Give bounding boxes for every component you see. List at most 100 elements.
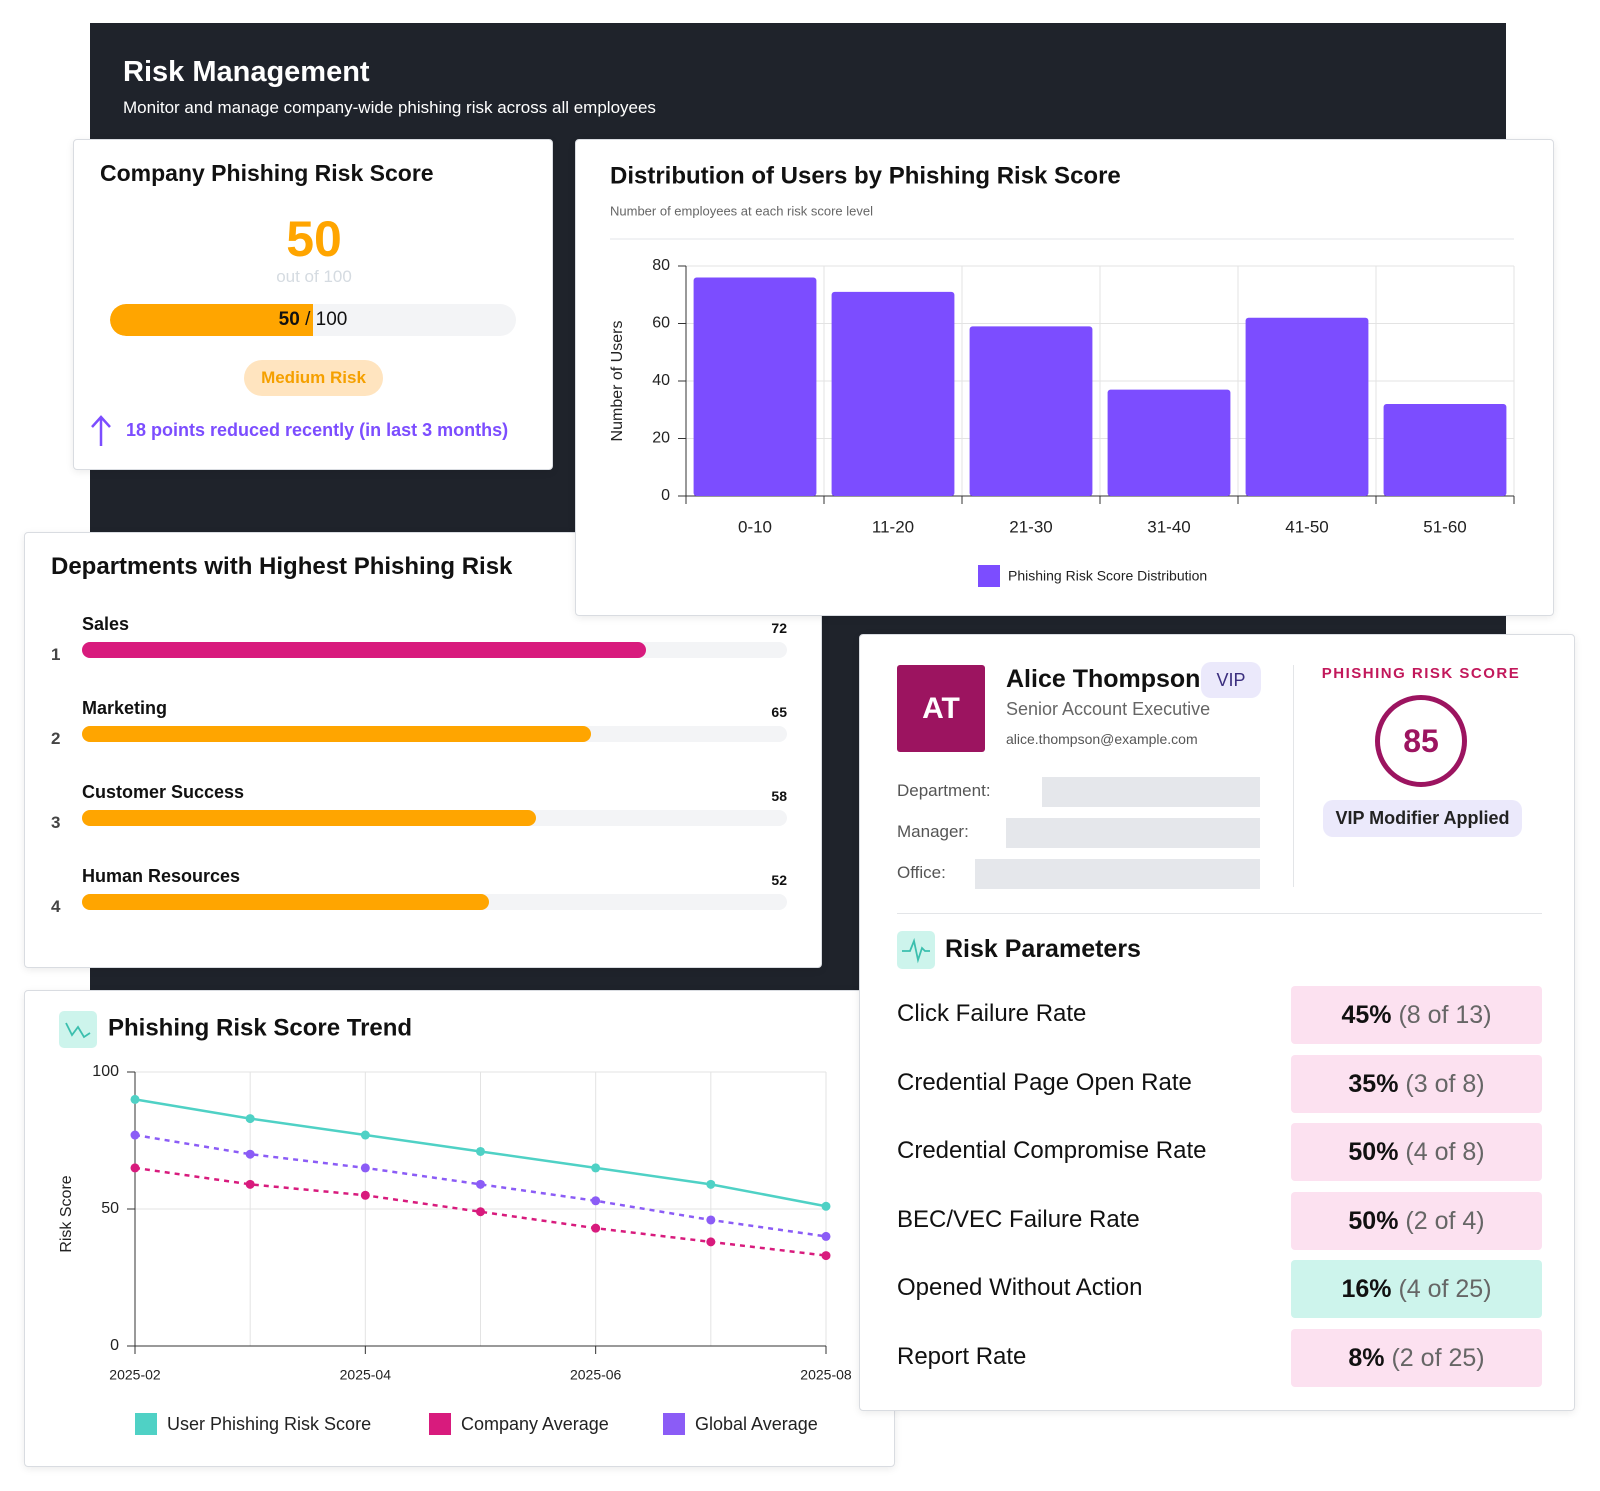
series-point bbox=[245, 1149, 255, 1159]
field-placeholder bbox=[975, 859, 1260, 889]
dept-bar bbox=[82, 894, 490, 910]
bar bbox=[693, 277, 817, 496]
dept-value: 72 bbox=[771, 620, 787, 636]
param-detail: (2 of 25) bbox=[1391, 1343, 1485, 1372]
avatar: AT bbox=[897, 665, 985, 752]
field-placeholder bbox=[1006, 818, 1260, 848]
param-name: Opened Without Action bbox=[897, 1274, 1143, 1301]
x-tick-label: 2025-06 bbox=[570, 1367, 622, 1383]
params-title: Risk Parameters bbox=[945, 935, 1141, 963]
dept-rank: 3 bbox=[51, 813, 61, 832]
legend-label: Company Average bbox=[461, 1414, 609, 1434]
page-subtitle: Monitor and manage company-wide phishing… bbox=[123, 98, 656, 117]
y-tick-label: 20 bbox=[652, 430, 670, 447]
departments-card: Departments with Highest Phishing Risk 1… bbox=[24, 532, 822, 968]
series-point bbox=[130, 1163, 140, 1173]
dept-track bbox=[82, 726, 787, 742]
y-tick-label: 50 bbox=[101, 1200, 119, 1217]
card-title: Company Phishing Risk Score bbox=[100, 160, 434, 186]
series-point bbox=[706, 1237, 716, 1247]
trend-card: Phishing Risk Score Trend Risk Score 0 50 10… bbox=[24, 990, 895, 1467]
dept-value: 58 bbox=[771, 788, 787, 804]
param-name: BEC/VEC Failure Rate bbox=[897, 1205, 1140, 1233]
distribution-chart: Distribution of Users by Phishing Risk S… bbox=[609, 162, 1515, 587]
bar bbox=[1245, 317, 1369, 496]
dept-track bbox=[82, 894, 787, 910]
param-box: 8% (2 of 25) bbox=[1291, 1328, 1542, 1387]
param-name: Click Failure Rate bbox=[897, 1000, 1087, 1027]
series-point bbox=[245, 1114, 255, 1124]
dept-bar bbox=[82, 726, 592, 742]
param-detail: (3 of 8) bbox=[1405, 1069, 1485, 1098]
param-box: 50% (4 of 8) bbox=[1291, 1123, 1542, 1181]
trend-icon-line bbox=[65, 1022, 91, 1039]
y-axis-label: Number of Users bbox=[609, 321, 626, 442]
param-name: Credential Page Open Rate bbox=[897, 1068, 1192, 1096]
dept-value: 52 bbox=[771, 872, 787, 888]
series-point bbox=[706, 1179, 716, 1189]
vip-badge: VIP bbox=[1201, 662, 1261, 698]
field-label: Department: bbox=[897, 781, 991, 800]
legend-swatch bbox=[663, 1413, 685, 1435]
y-tick-label: 100 bbox=[92, 1063, 119, 1080]
chart-title: Phishing Risk Score Trend bbox=[108, 1014, 412, 1041]
dept-name: Human Resources bbox=[82, 866, 241, 886]
param-rate: 50% bbox=[1348, 1138, 1399, 1166]
score-bar-value: 50 bbox=[278, 309, 300, 330]
x-tick-label: 31-40 bbox=[1147, 517, 1190, 536]
dept-name: Customer Success bbox=[82, 782, 245, 802]
dept-name: Marketing bbox=[82, 698, 168, 718]
field-label: Office: bbox=[897, 863, 946, 882]
field-placeholder bbox=[1042, 777, 1260, 807]
trend-icon bbox=[59, 1011, 97, 1048]
score-card: Company Phishing Risk Score 50 out of 10… bbox=[73, 139, 553, 470]
x-tick-label: 41-50 bbox=[1285, 517, 1328, 536]
trend-note: 18 points reduced recently (in last 3 mo… bbox=[126, 420, 509, 440]
trend-arrow bbox=[91, 415, 111, 446]
y-axis-label: Risk Score bbox=[58, 1175, 75, 1252]
series-point bbox=[360, 1130, 370, 1140]
legend-swatch bbox=[978, 565, 1000, 587]
param-rate: 45% bbox=[1341, 1001, 1392, 1029]
param-detail: (4 of 25) bbox=[1398, 1275, 1492, 1303]
email: alice.thompson@example.com bbox=[1006, 731, 1198, 747]
dept-rank: 2 bbox=[51, 729, 61, 748]
series-point bbox=[245, 1179, 255, 1189]
score-bar-label: 50 / 100 bbox=[110, 304, 516, 336]
series-point bbox=[130, 1094, 140, 1104]
series-point bbox=[476, 1207, 485, 1217]
params-icon bbox=[897, 931, 935, 969]
series-point bbox=[130, 1130, 140, 1140]
bar bbox=[831, 291, 955, 496]
chart-subtitle: Number of employees at each risk score l… bbox=[610, 203, 873, 218]
x-tick-label: 0-10 bbox=[738, 517, 772, 536]
param-rate: 35% bbox=[1348, 1069, 1399, 1098]
page-title: Risk Management bbox=[123, 56, 370, 88]
dept-track bbox=[82, 642, 787, 658]
vip-modifier: VIP Modifier Applied bbox=[1323, 800, 1522, 837]
score-bar-separator: / bbox=[305, 309, 311, 330]
bar bbox=[1107, 389, 1231, 496]
distribution-card: Distribution of Users by Phishing Risk S… bbox=[575, 139, 1554, 616]
y-tick-label: 80 bbox=[652, 257, 670, 274]
y-tick-label: 0 bbox=[110, 1337, 119, 1354]
user-name: Alice Thompson bbox=[1006, 665, 1201, 693]
legend-swatch bbox=[429, 1413, 451, 1435]
dept-track bbox=[82, 810, 787, 826]
score-label: PHISHING RISK SCORE bbox=[1321, 665, 1521, 682]
series-point bbox=[821, 1231, 831, 1241]
y-tick-label: 60 bbox=[652, 315, 670, 332]
score-out-of: out of 100 bbox=[276, 267, 352, 286]
param-detail: (4 of 8) bbox=[1405, 1138, 1485, 1166]
job-title: Senior Account Executive bbox=[1006, 699, 1211, 719]
series-point bbox=[591, 1163, 601, 1173]
legend-label: User Phishing Risk Score bbox=[167, 1414, 371, 1434]
series-point bbox=[591, 1196, 601, 1206]
series-point bbox=[591, 1223, 601, 1233]
param-detail: (2 of 4) bbox=[1405, 1206, 1485, 1235]
param-rate: 16% bbox=[1341, 1275, 1392, 1303]
score-bar-max: 100 bbox=[315, 309, 348, 330]
param-rate: 50% bbox=[1348, 1206, 1399, 1235]
score-circle: 85 bbox=[1375, 695, 1467, 787]
